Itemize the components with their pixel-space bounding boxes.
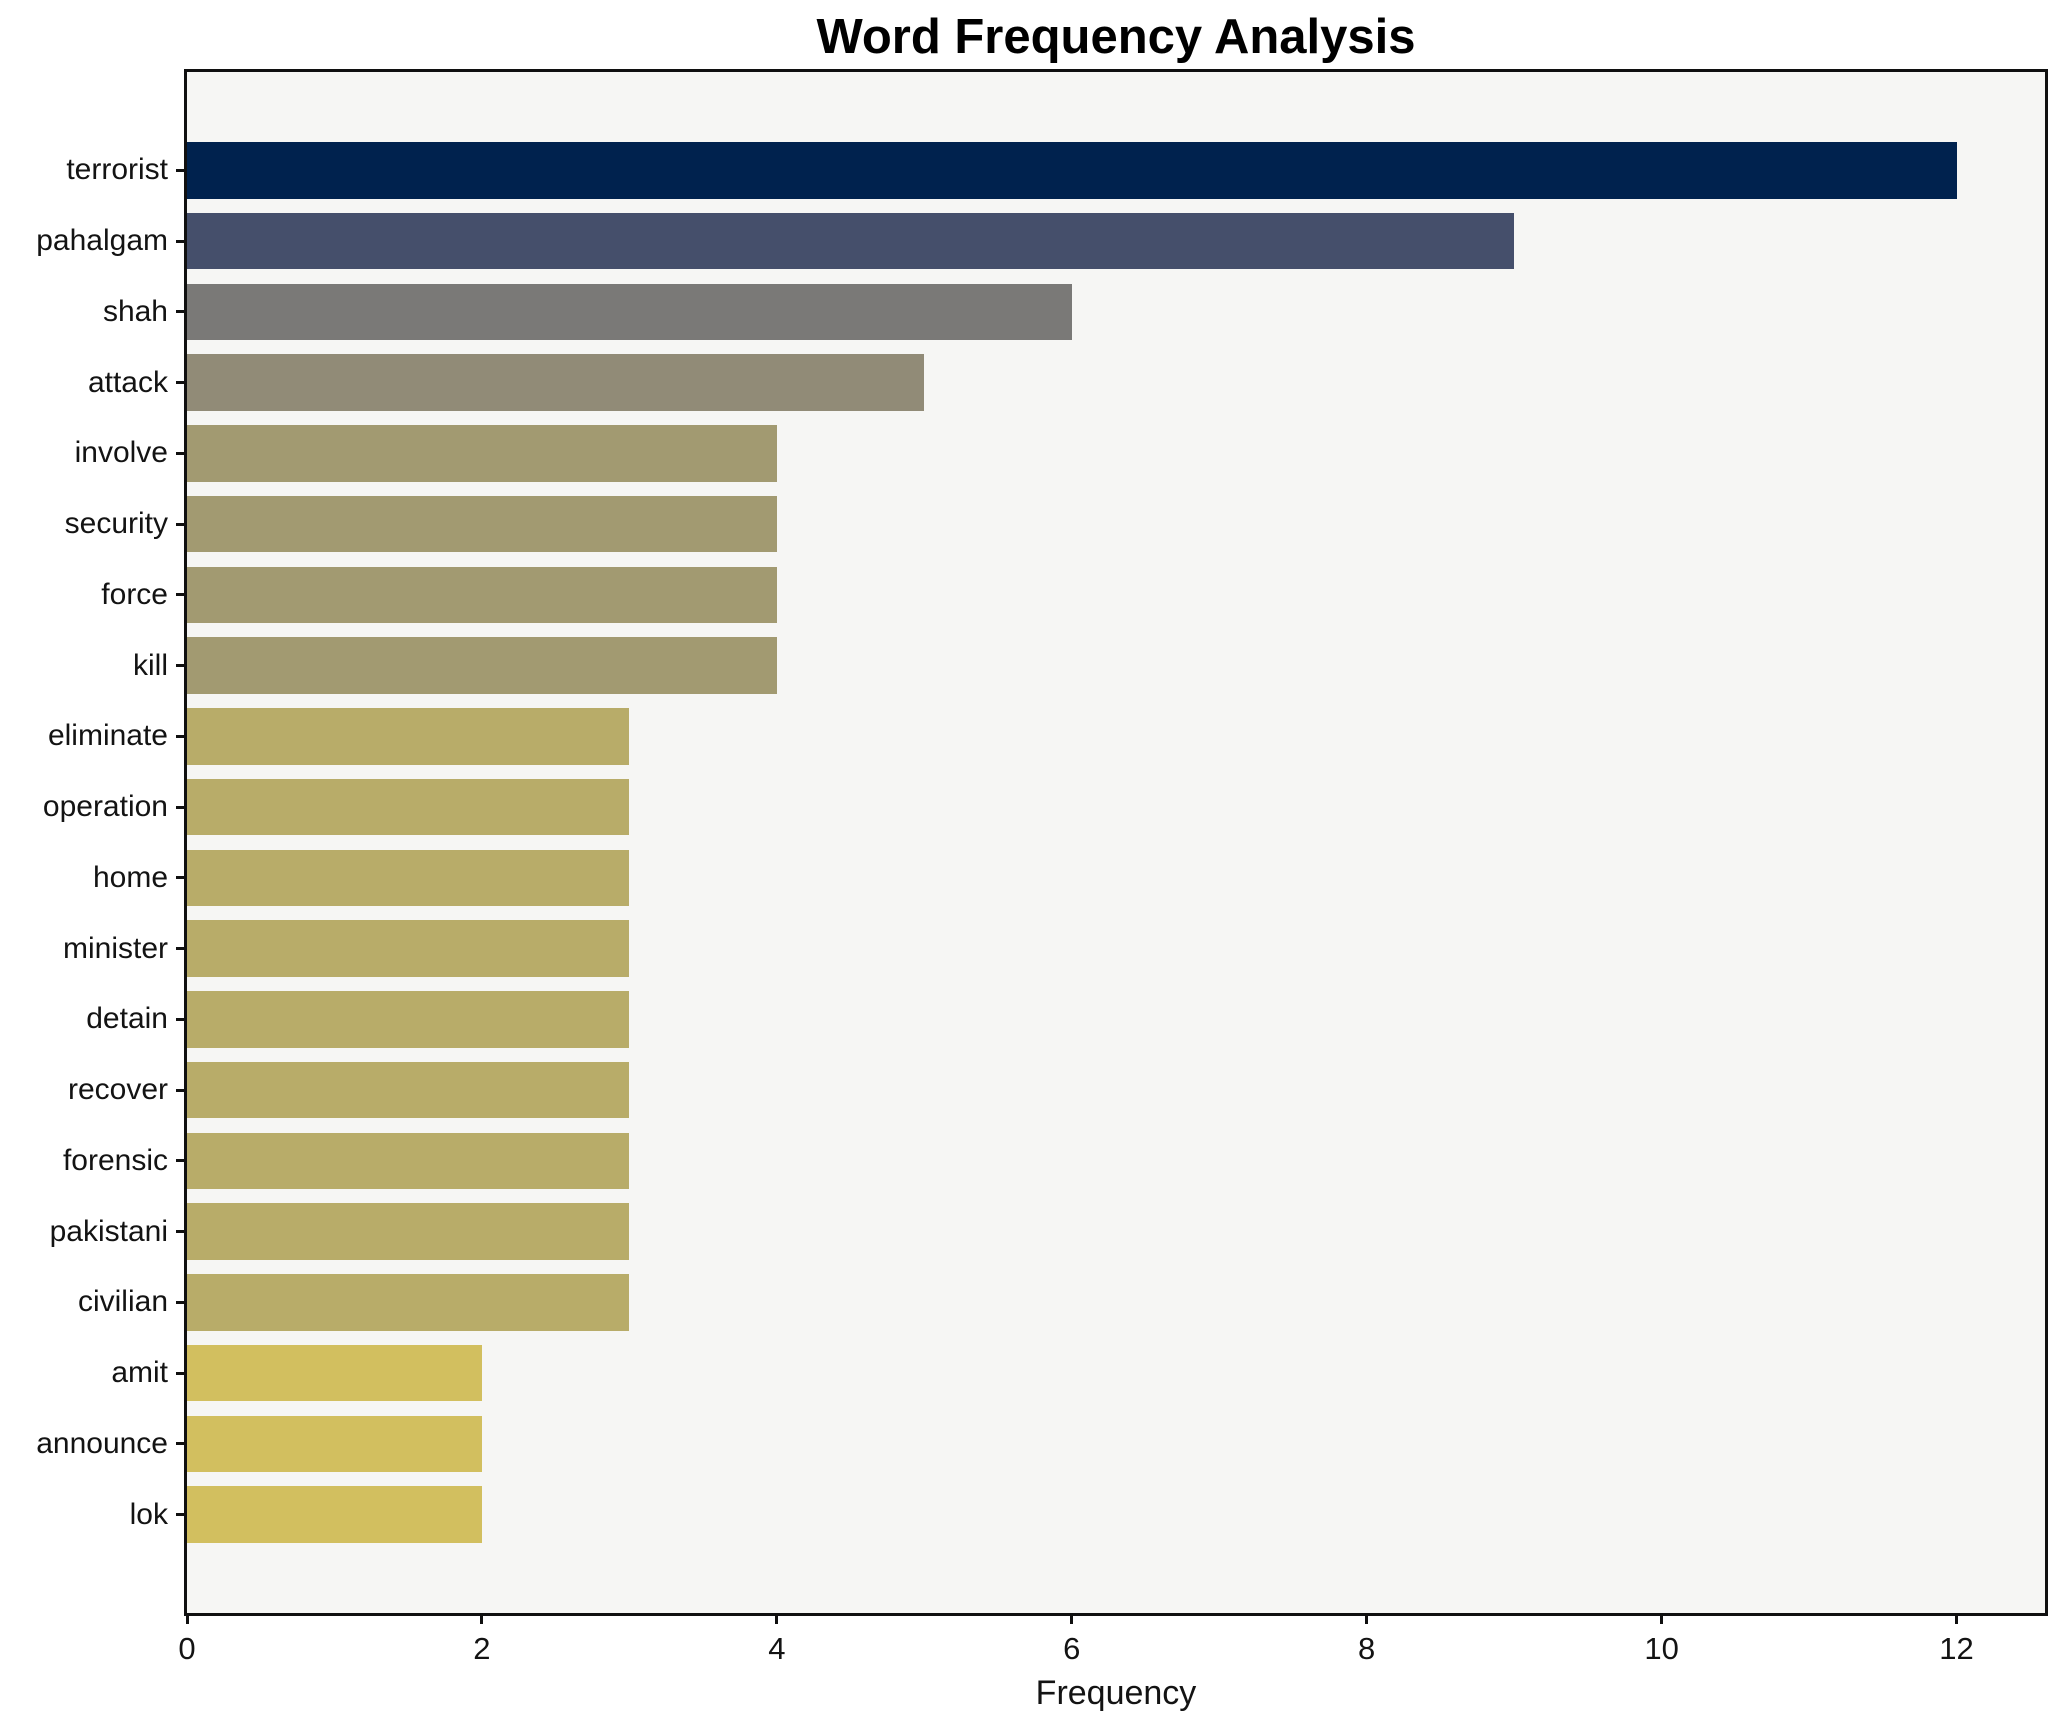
x-axis-title: Frequency: [1035, 1674, 1197, 1712]
y-tick-mark: [176, 522, 187, 526]
y-tick-mark: [176, 451, 187, 455]
ytick-label-minister: minister: [62, 931, 168, 965]
bar-kill: [187, 637, 777, 694]
y-tick-mark: [176, 239, 187, 243]
xtick-label-12: 12: [1939, 1631, 1974, 1666]
y-tick-mark: [176, 734, 187, 738]
xtick-label-2: 2: [473, 1631, 491, 1666]
ytick-label-home: home: [92, 860, 168, 894]
bar-eliminate: [187, 708, 630, 765]
bar-shah: [187, 283, 1072, 341]
ytick-label-attack: attack: [87, 365, 168, 399]
y-tick-mark: [176, 1230, 187, 1234]
x-tick-mark: [1660, 1613, 1664, 1624]
bar-operation: [187, 778, 630, 836]
ytick-label-pakistani: pakistani: [49, 1214, 168, 1248]
x-tick-mark: [480, 1613, 484, 1624]
bar-detain: [187, 991, 630, 1048]
bar-pahalgam: [187, 212, 1515, 270]
ytick-label-operation: operation: [42, 790, 168, 824]
ytick-label-forensic: forensic: [62, 1143, 168, 1177]
plot-area: [184, 69, 2048, 1616]
bar-security: [187, 495, 777, 553]
bar-terrorist: [187, 142, 1957, 199]
xtick-label-6: 6: [1063, 1631, 1081, 1666]
ytick-label-pahalgam: pahalgam: [36, 224, 168, 258]
bar-attack: [187, 354, 925, 411]
y-tick-mark: [176, 1159, 187, 1163]
chart-title: Word Frequency Analysis: [816, 10, 1416, 64]
y-tick-mark: [176, 1442, 187, 1446]
ytick-label-amit: amit: [111, 1356, 168, 1390]
bar-force: [187, 566, 777, 624]
ytick-label-civilian: civilian: [77, 1285, 168, 1319]
y-tick-mark: [176, 1088, 187, 1092]
ytick-label-force: force: [101, 577, 168, 611]
ytick-label-announce: announce: [36, 1426, 168, 1460]
bar-announce: [187, 1415, 482, 1473]
y-tick-mark: [176, 310, 187, 314]
xtick-label-0: 0: [178, 1631, 196, 1666]
bar-minister: [187, 920, 630, 977]
y-tick-mark: [176, 1371, 187, 1375]
ytick-label-terrorist: terrorist: [66, 153, 168, 187]
ytick-label-recover: recover: [67, 1073, 168, 1107]
y-tick-mark: [176, 593, 187, 597]
y-tick-mark: [176, 664, 187, 668]
bar-forensic: [187, 1132, 630, 1190]
bar-involve: [187, 425, 777, 482]
bar-pakistani: [187, 1203, 630, 1260]
y-tick-mark: [176, 947, 187, 951]
xtick-label-8: 8: [1358, 1631, 1376, 1666]
ytick-label-eliminate: eliminate: [47, 719, 168, 753]
ytick-label-detain: detain: [86, 1002, 168, 1036]
ytick-label-kill: kill: [133, 648, 168, 682]
bar-amit: [187, 1344, 482, 1402]
bar-recover: [187, 1061, 630, 1119]
x-tick-mark: [1365, 1613, 1369, 1624]
bar-home: [187, 849, 630, 907]
y-tick-mark: [176, 805, 187, 809]
ytick-label-security: security: [64, 507, 168, 541]
y-tick-mark: [176, 1017, 187, 1021]
xtick-label-10: 10: [1644, 1631, 1679, 1666]
y-tick-mark: [176, 1513, 187, 1517]
y-tick-mark: [176, 876, 187, 880]
y-tick-mark: [176, 1300, 187, 1304]
ytick-label-shah: shah: [102, 294, 168, 328]
bar-civilian: [187, 1274, 630, 1331]
y-tick-mark: [176, 381, 187, 385]
ytick-label-lok: lok: [129, 1497, 168, 1531]
x-tick-mark: [775, 1613, 779, 1624]
y-tick-mark: [176, 168, 187, 172]
x-tick-mark: [1070, 1613, 1074, 1624]
x-tick-mark: [1955, 1613, 1959, 1624]
xtick-label-4: 4: [768, 1631, 786, 1666]
x-tick-mark: [185, 1613, 189, 1624]
bar-lok: [187, 1486, 482, 1543]
ytick-label-involve: involve: [74, 436, 168, 470]
